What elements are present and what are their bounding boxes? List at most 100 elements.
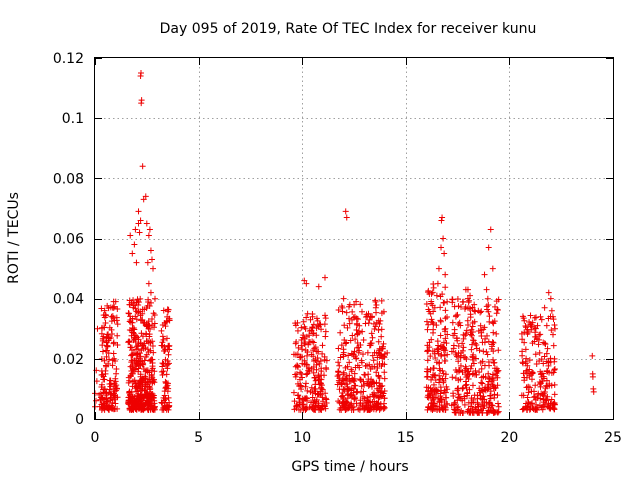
data-point xyxy=(306,327,313,334)
data-point xyxy=(346,301,353,308)
x-tick-labels: 0 5 10 15 20 25 xyxy=(91,430,622,446)
data-point xyxy=(469,323,476,330)
data-point xyxy=(469,353,476,360)
data-point xyxy=(522,346,529,353)
data-point xyxy=(366,361,373,368)
data-point xyxy=(307,399,314,406)
data-point xyxy=(373,319,380,326)
data-point xyxy=(127,232,134,239)
data-point xyxy=(147,247,154,254)
data-point xyxy=(542,341,549,348)
data-point xyxy=(142,344,149,351)
data-point xyxy=(485,338,492,345)
data-point xyxy=(439,367,446,374)
data-point xyxy=(163,318,170,325)
data-point xyxy=(125,338,132,345)
data-point xyxy=(524,403,531,410)
data-point xyxy=(355,327,362,334)
data-point xyxy=(455,403,462,410)
data-point xyxy=(543,368,550,375)
data-point xyxy=(146,369,153,376)
data-point xyxy=(476,385,483,392)
data-point xyxy=(360,388,367,395)
data-point xyxy=(377,317,384,324)
data-point xyxy=(102,319,109,326)
data-point xyxy=(440,235,447,242)
data-point xyxy=(145,280,152,287)
data-point xyxy=(380,340,387,347)
data-point xyxy=(130,366,137,373)
data-point xyxy=(312,344,319,351)
data-point xyxy=(302,380,309,387)
data-point xyxy=(322,390,329,397)
data-point xyxy=(543,377,550,384)
data-point xyxy=(536,331,543,338)
data-point xyxy=(136,229,143,236)
data-point xyxy=(112,298,119,305)
data-point xyxy=(322,312,329,319)
data-point xyxy=(365,310,372,317)
data-point xyxy=(547,295,554,302)
data-point xyxy=(459,409,466,416)
data-point xyxy=(478,379,485,386)
data-point xyxy=(472,404,479,411)
data-point xyxy=(531,388,538,395)
data-point xyxy=(490,339,497,346)
data-point xyxy=(134,296,141,303)
data-point xyxy=(346,392,353,399)
data-point xyxy=(348,406,355,413)
data-point xyxy=(134,351,141,358)
data-point xyxy=(485,358,492,365)
data-point xyxy=(304,349,311,356)
data-point xyxy=(309,313,316,320)
data-point xyxy=(98,401,105,408)
data-point xyxy=(112,358,119,365)
data-point xyxy=(353,298,360,305)
data-point xyxy=(522,358,529,365)
data-point xyxy=(112,395,119,402)
data-point xyxy=(543,350,550,357)
data-point xyxy=(367,393,374,400)
data-point xyxy=(340,353,347,360)
data-point xyxy=(550,342,557,349)
data-point xyxy=(548,396,555,403)
data-point xyxy=(102,390,109,397)
data-point xyxy=(539,391,546,398)
data-point xyxy=(424,326,431,333)
data-point xyxy=(319,394,326,401)
data-point xyxy=(433,359,440,366)
data-point xyxy=(483,348,490,355)
data-point xyxy=(480,393,487,400)
data-point xyxy=(358,308,365,315)
data-point xyxy=(438,351,445,358)
data-point xyxy=(131,326,138,333)
data-point xyxy=(450,332,457,339)
x-axis-label: GPS time / hours xyxy=(291,459,408,475)
data-point xyxy=(528,376,535,383)
data-point xyxy=(546,382,553,389)
data-point xyxy=(101,357,108,364)
data-point xyxy=(139,378,146,385)
data-point xyxy=(551,355,558,362)
data-point xyxy=(452,375,459,382)
data-point xyxy=(484,295,491,302)
data-point xyxy=(159,371,166,378)
data-point xyxy=(340,396,347,403)
data-point xyxy=(551,325,558,332)
data-point xyxy=(464,286,471,293)
data-point xyxy=(299,401,306,408)
data-point xyxy=(480,326,487,333)
data-point xyxy=(132,405,139,412)
data-point xyxy=(107,396,114,403)
data-point xyxy=(99,348,106,355)
data-point xyxy=(142,330,149,337)
data-point xyxy=(343,309,350,316)
y-tick-label: 0.1 xyxy=(62,111,84,127)
data-point xyxy=(101,324,108,331)
data-point xyxy=(318,406,325,413)
data-point xyxy=(457,376,464,383)
data-point xyxy=(109,313,116,320)
data-point xyxy=(369,352,376,359)
data-point xyxy=(471,301,478,308)
data-point xyxy=(371,349,378,356)
